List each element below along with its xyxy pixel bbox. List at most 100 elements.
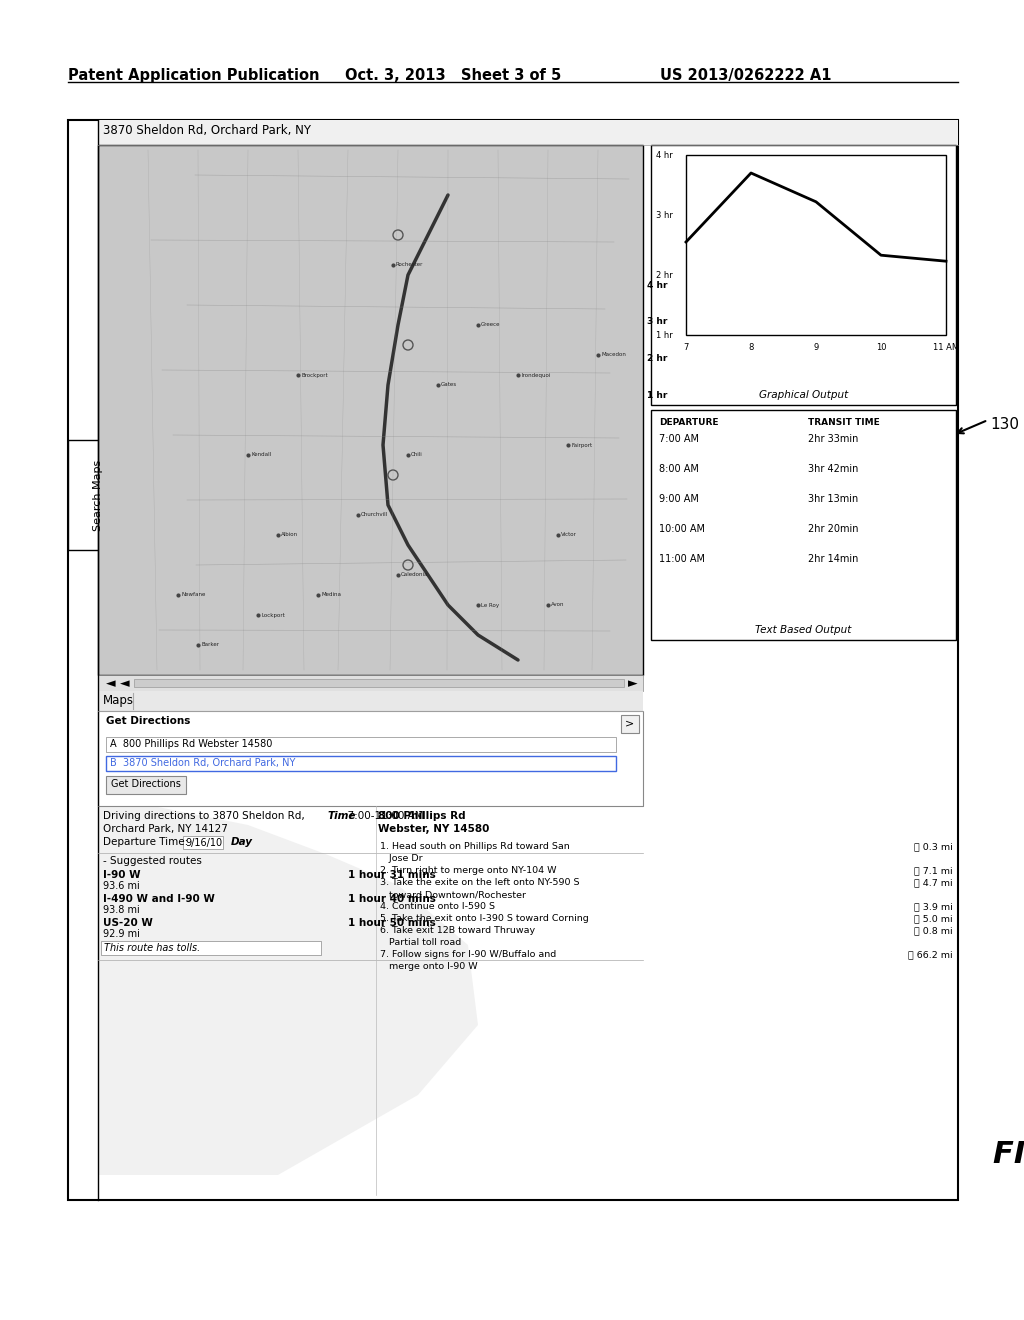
Bar: [686, 154, 946, 335]
Text: TRANSIT TIME: TRANSIT TIME: [808, 418, 880, 426]
Text: 93.8 mi: 93.8 mi: [103, 906, 139, 915]
Text: US-20 W: US-20 W: [103, 917, 153, 928]
Text: 3hr 13min: 3hr 13min: [808, 494, 858, 504]
Text: Jose Dr: Jose Dr: [380, 854, 423, 863]
Text: Kendall: Kendall: [251, 453, 271, 458]
Text: 1. Head south on Phillips Rd toward San: 1. Head south on Phillips Rd toward San: [380, 842, 569, 851]
Text: 1 hour 40 mins: 1 hour 40 mins: [348, 894, 436, 904]
Text: 9: 9: [813, 343, 818, 352]
Text: Caledonia: Caledonia: [401, 573, 428, 578]
Text: 130: 130: [990, 417, 1019, 432]
Text: Oct. 3, 2013   Sheet 3 of 5: Oct. 3, 2013 Sheet 3 of 5: [345, 69, 561, 83]
Text: 3hr 42min: 3hr 42min: [808, 465, 858, 474]
Bar: [651, 411, 956, 640]
Text: Irondequoi: Irondequoi: [521, 372, 550, 378]
Text: 4 hr: 4 hr: [647, 281, 668, 289]
Bar: [68, 440, 128, 550]
Text: Greece: Greece: [481, 322, 501, 327]
Bar: [106, 756, 616, 771]
Text: Time: Time: [328, 810, 356, 821]
Text: This route has tolls.: This route has tolls.: [104, 942, 201, 953]
Text: Barker: Barker: [201, 643, 219, 648]
Polygon shape: [98, 795, 478, 1175]
Text: - Suggested routes: - Suggested routes: [103, 855, 202, 866]
Text: 800 Phillips Rd: 800 Phillips Rd: [378, 810, 466, 821]
Text: 3 hr: 3 hr: [656, 210, 673, 219]
Text: ◄: ◄: [106, 677, 116, 690]
Text: 8:00 AM: 8:00 AM: [659, 465, 698, 474]
Text: Ⓢ 5.0 mi: Ⓢ 5.0 mi: [914, 913, 953, 923]
Text: ►: ►: [628, 677, 638, 690]
Text: Ⓢ 0.8 mi: Ⓢ 0.8 mi: [914, 927, 953, 935]
Text: 7. Follow signs for I-90 W/Buffalo and: 7. Follow signs for I-90 W/Buffalo and: [380, 950, 556, 960]
Text: I-490 W and I-90 W: I-490 W and I-90 W: [103, 894, 215, 904]
Bar: [98, 690, 643, 711]
Text: Chili: Chili: [411, 453, 423, 458]
Text: Churchvill: Churchvill: [361, 512, 388, 517]
Bar: [98, 145, 643, 675]
Text: Webster, NY 14580: Webster, NY 14580: [378, 824, 489, 834]
Bar: [621, 715, 639, 733]
Text: 10: 10: [876, 343, 886, 352]
Bar: [106, 737, 616, 752]
Bar: [68, 120, 958, 1200]
Text: 7:00 AM: 7:00 AM: [659, 434, 699, 444]
Text: Gates: Gates: [441, 383, 457, 388]
Text: Ⓢ 66.2 mi: Ⓢ 66.2 mi: [908, 950, 953, 960]
Text: Brockport: Brockport: [301, 372, 328, 378]
Text: Ⓢ 0.3 mi: Ⓢ 0.3 mi: [914, 842, 953, 851]
Text: Get Directions: Get Directions: [106, 715, 190, 726]
Text: 2. Turn right to merge onto NY-104 W: 2. Turn right to merge onto NY-104 W: [380, 866, 556, 875]
Text: Orchard Park, NY 14127: Orchard Park, NY 14127: [103, 824, 228, 834]
Text: Victor: Victor: [561, 532, 577, 537]
Bar: [106, 776, 186, 795]
Text: 93.6 mi: 93.6 mi: [103, 880, 139, 891]
Bar: [101, 941, 321, 954]
Text: 3870 Sheldon Rd, Orchard Park, NY: 3870 Sheldon Rd, Orchard Park, NY: [103, 124, 311, 137]
Text: I-90 W: I-90 W: [103, 870, 140, 880]
Text: 11 AM: 11 AM: [933, 343, 959, 352]
Text: Patent Application Publication: Patent Application Publication: [68, 69, 319, 83]
Text: 5. Take the exit onto I-390 S toward Corning: 5. Take the exit onto I-390 S toward Cor…: [380, 913, 589, 923]
Text: 9/16/10: 9/16/10: [185, 838, 222, 847]
Text: Graphical Output: Graphical Output: [759, 389, 848, 400]
Text: 6. Take exit 12B toward Thruway: 6. Take exit 12B toward Thruway: [380, 927, 536, 935]
Text: B  3870 Sheldon Rd, Orchard Park, NY: B 3870 Sheldon Rd, Orchard Park, NY: [110, 758, 295, 768]
Text: Ⓢ 4.7 mi: Ⓢ 4.7 mi: [914, 878, 953, 887]
Text: 9:00 AM: 9:00 AM: [659, 494, 698, 504]
Text: 2 hr: 2 hr: [656, 271, 673, 280]
Text: Le Roy: Le Roy: [481, 602, 499, 607]
Text: Fairport: Fairport: [571, 442, 592, 447]
Text: Medina: Medina: [321, 593, 341, 598]
Text: Macedon: Macedon: [601, 352, 626, 358]
Text: 3 hr: 3 hr: [647, 317, 668, 326]
Text: Partial toll road: Partial toll road: [380, 939, 461, 946]
Text: 3. Take the exite on the left onto NY-590 S: 3. Take the exite on the left onto NY-59…: [380, 878, 580, 887]
Text: 2 hr: 2 hr: [647, 354, 668, 363]
Text: Ⓢ 3.9 mi: Ⓢ 3.9 mi: [914, 902, 953, 911]
Bar: [183, 836, 223, 849]
Text: 8: 8: [749, 343, 754, 352]
Bar: [98, 675, 643, 690]
Text: ◄: ◄: [120, 677, 130, 690]
Text: Rochester: Rochester: [396, 263, 423, 268]
Text: 2hr 20min: 2hr 20min: [808, 524, 858, 535]
Bar: [98, 120, 958, 145]
Text: Lockport: Lockport: [261, 612, 285, 618]
Text: Ⓢ 7.1 mi: Ⓢ 7.1 mi: [914, 866, 953, 875]
Text: Maps: Maps: [103, 694, 134, 708]
Text: 4. Continue onto I-590 S: 4. Continue onto I-590 S: [380, 902, 495, 911]
Text: 2hr 14min: 2hr 14min: [808, 554, 858, 564]
Text: >: >: [626, 718, 635, 729]
Text: 11:00 AM: 11:00 AM: [659, 554, 705, 564]
Text: Albion: Albion: [281, 532, 298, 537]
Text: Text Based Output: Text Based Output: [755, 624, 851, 635]
Text: merge onto I-90 W: merge onto I-90 W: [380, 962, 477, 972]
Bar: [98, 711, 643, 807]
Text: DEPARTURE: DEPARTURE: [659, 418, 719, 426]
Text: 1 hour 50 mins: 1 hour 50 mins: [348, 917, 436, 928]
Text: Avon: Avon: [551, 602, 564, 607]
Text: US 2013/0262222 A1: US 2013/0262222 A1: [660, 69, 831, 83]
Text: toward Downtown/Rochester: toward Downtown/Rochester: [380, 890, 526, 899]
Text: 1 hour 31 mins: 1 hour 31 mins: [348, 870, 436, 880]
